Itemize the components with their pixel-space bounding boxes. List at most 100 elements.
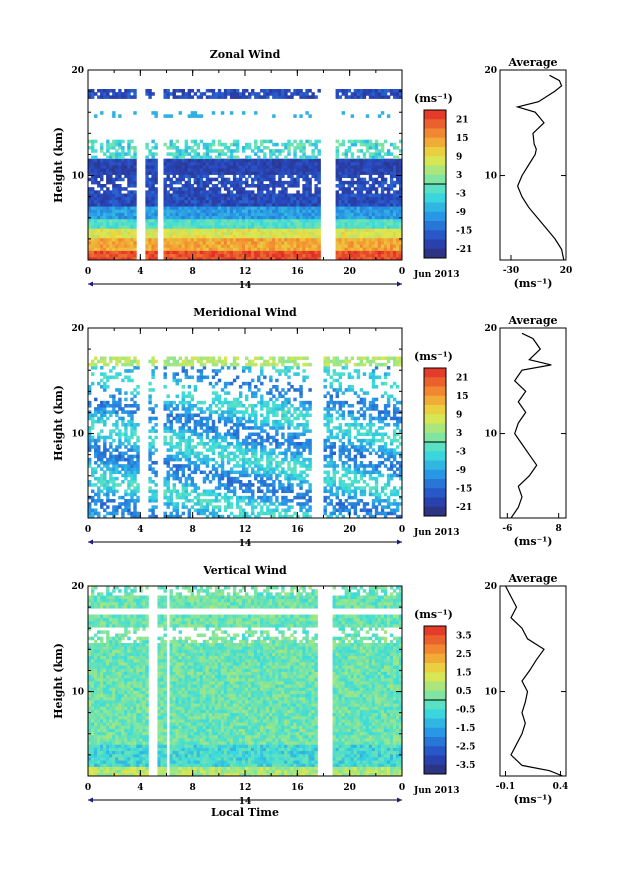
heatmap-cell — [371, 212, 376, 217]
heatmap-cell — [308, 193, 312, 198]
heatmap-cell — [380, 256, 385, 261]
heatmap-cell — [130, 212, 134, 217]
heatmap-cell — [338, 180, 343, 185]
heatmap-cell — [350, 196, 355, 201]
heatmap-cell — [314, 215, 318, 220]
heatmap-cell — [184, 171, 189, 175]
heatmap-cell — [226, 461, 231, 465]
heatmap-cell — [308, 180, 312, 185]
heatmap-cell — [103, 228, 107, 232]
heatmap-cell — [296, 142, 300, 147]
heatmap-cell — [302, 225, 306, 229]
heatmap-cell — [223, 416, 228, 421]
heatmap-cell — [263, 209, 267, 213]
heatmap-cell — [196, 407, 201, 411]
heatmap-cell — [220, 483, 225, 487]
heatmap-cell — [220, 218, 225, 223]
heatmap-cell — [193, 139, 198, 144]
heatmap-cell — [163, 193, 167, 198]
heatmap-cell — [248, 432, 252, 437]
heatmap-cell — [109, 193, 113, 198]
heatmap-cell — [169, 448, 173, 452]
heatmap-cell — [163, 114, 167, 118]
heatmap-cell — [187, 152, 192, 156]
heatmap-cell — [281, 215, 285, 220]
heatmap-cell — [163, 442, 167, 446]
heatmap-cell — [190, 499, 195, 503]
heatmap-cell — [106, 247, 110, 251]
heatmap-cell — [94, 139, 98, 144]
heatmap-cell — [193, 426, 198, 430]
heatmap-cell — [368, 89, 373, 93]
heatmap-cell — [184, 184, 189, 188]
heatmap-cell — [311, 206, 315, 210]
heatmap-cell — [278, 196, 282, 201]
heatmap-cell — [235, 435, 240, 440]
heatmap-cell — [184, 359, 189, 364]
heatmap-cell — [229, 152, 234, 156]
heatmap-cell — [163, 165, 167, 169]
heatmap-cell — [248, 502, 252, 506]
heatmap-cell — [223, 508, 228, 513]
heatmap-cell — [338, 225, 343, 229]
heatmap-cell — [151, 155, 155, 160]
heatmap-cell — [374, 253, 379, 258]
heatmap-cell — [211, 464, 216, 468]
heatmap-cell — [365, 225, 370, 229]
heatmap-cell — [145, 142, 149, 147]
heatmap-cell — [290, 180, 294, 185]
heatmap-cell — [287, 250, 291, 255]
heatmap-cell — [368, 199, 373, 204]
heatmap-cell — [257, 165, 261, 169]
heatmap-cell — [386, 158, 391, 163]
heatmap-cell — [154, 168, 158, 172]
heatmap-cell — [169, 426, 173, 430]
colorbar-tick-label: 21 — [456, 115, 469, 125]
heatmap-cell — [151, 231, 155, 236]
heatmap-cell — [254, 139, 258, 144]
heatmap-cell — [235, 168, 240, 172]
heatmap-cell — [121, 212, 125, 217]
heatmap-cell — [365, 199, 370, 204]
heatmap-cell — [380, 111, 385, 115]
heatmap-cell — [245, 196, 249, 201]
heatmap-cell — [109, 190, 113, 194]
heatmap-cell — [124, 356, 128, 361]
heatmap-cell — [392, 244, 397, 248]
heatmap-cell — [91, 196, 95, 201]
heatmap-cell — [178, 464, 182, 468]
heatmap-cell — [338, 199, 343, 204]
heatmap-cell — [238, 209, 243, 213]
heatmap-cell — [217, 454, 222, 459]
heatmap-cell — [362, 142, 367, 147]
heatmap-cell — [284, 234, 288, 239]
heatmap-cell — [112, 237, 116, 242]
heatmap-cell — [175, 505, 179, 509]
heatmap-cell — [91, 95, 95, 99]
heatmap-cell — [115, 400, 119, 405]
heatmap-cell — [208, 413, 213, 418]
heatmap-cell — [205, 489, 210, 494]
heatmap-cell — [257, 234, 261, 239]
heatmap-cell — [214, 467, 219, 471]
heatmap-cell — [124, 253, 128, 258]
heatmap-cell — [91, 234, 95, 239]
heatmap-cell — [202, 508, 207, 513]
heatmap-cell — [97, 231, 101, 236]
heatmap-cell — [103, 413, 107, 418]
heatmap-cell — [214, 514, 219, 519]
heatmap-cell — [178, 426, 182, 430]
heatmap-cell — [208, 237, 213, 242]
heatmap-cell — [362, 139, 367, 144]
heatmap-cell — [130, 225, 134, 229]
heatmap-cell — [103, 492, 107, 497]
heatmap-cell — [287, 152, 291, 156]
heatmap-cell — [257, 250, 261, 255]
heatmap-cell — [296, 196, 300, 201]
heatmap-cell — [386, 161, 391, 166]
heatmap-cell — [260, 193, 264, 198]
heatmap-cell — [229, 237, 234, 242]
heatmap-cell — [235, 180, 240, 185]
heatmap-cell — [130, 432, 134, 437]
heatmap-cell — [121, 165, 125, 169]
